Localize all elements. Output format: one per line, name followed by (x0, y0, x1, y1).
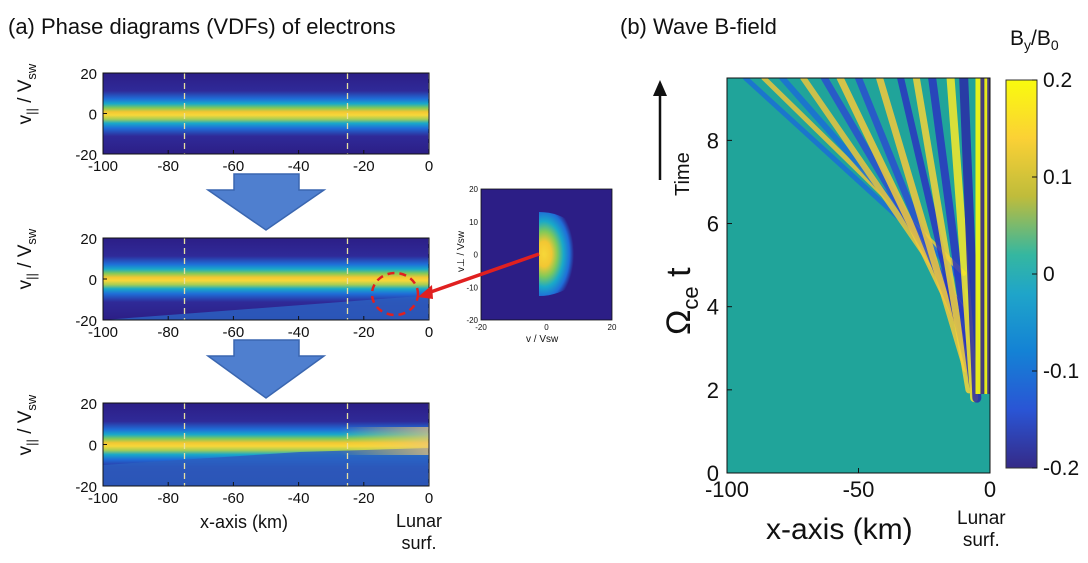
x-tick-label: -80 (157, 324, 179, 341)
x-tick-label: -80 (157, 158, 179, 175)
vdf-bottom-scatter (340, 427, 429, 455)
vdf-top-heatmap (103, 73, 429, 154)
inset-half-disk (539, 212, 589, 296)
x-tick-label: -60 (223, 490, 245, 507)
time-label: Time (672, 152, 694, 196)
colorbar (1005, 79, 1038, 469)
inset-y-tick-label: 0 (474, 251, 479, 260)
inset-y-tick-label: 10 (469, 218, 478, 227)
vdf-panel-top (103, 73, 429, 154)
colorbar-tick-label: 0.2 (1043, 69, 1072, 92)
inset-y-tick-label: -20 (466, 316, 478, 325)
wave-stripe (876, 78, 970, 373)
y-tick-label: -20 (75, 313, 97, 330)
left-xlabel: x-axis (km) (200, 512, 288, 532)
surface-wave-band (987, 78, 990, 394)
inset-xlabel: v / Vsw (526, 334, 559, 345)
y-tick-label: 20 (80, 66, 97, 83)
y-tick-label: -20 (75, 147, 97, 164)
x-tick-label: -60 (223, 158, 245, 175)
inset-y-tick-label: 20 (469, 185, 478, 194)
left-surface-label: Lunar surf. (396, 511, 443, 553)
x-tick-label: -50 (843, 477, 875, 502)
inset-frame (480, 188, 613, 321)
wave-stripe (959, 78, 982, 403)
right-xlabel: x-axis (km) (766, 513, 913, 546)
x-tick-label: -100 (705, 477, 749, 502)
x-tick-label: -100 (88, 490, 118, 507)
x-tick-label: -100 (88, 324, 118, 341)
time-arrow-head (653, 80, 667, 96)
inset-y-tick-label: -10 (466, 283, 478, 292)
x-tick-label: -20 (353, 490, 375, 507)
surface-wave-band (975, 78, 984, 394)
right-ylabel: Ωce t (660, 267, 703, 335)
left-axes: -100 -80 -60 -40 -20 0 -20 0 20 -100 -80 -60 -40 -20 0… (75, 66, 433, 507)
inset-x-tick-label: -20 (475, 323, 487, 332)
circled-region (370, 271, 420, 317)
inset-vdf (481, 189, 612, 320)
red-arrow-head (418, 285, 433, 299)
x-tick-label: -40 (288, 490, 310, 507)
colorbar-tick-label: 0 (1043, 263, 1055, 286)
inset-x-tick-label: 20 (608, 323, 617, 332)
red-arrow-line (424, 252, 540, 296)
x-tick-label: -40 (288, 158, 310, 175)
x-tick-label: -80 (157, 490, 179, 507)
x-tick-label: -20 (353, 158, 375, 175)
y-tick-label: 6 (707, 212, 719, 237)
y-tick-label: -20 (75, 479, 97, 496)
y-tick-label: 0 (89, 438, 97, 455)
inset-ylabel: v⊥ / Vsw (456, 231, 467, 272)
colorbar-tick-label: 0.1 (1043, 166, 1072, 189)
x-tick-label: -60 (223, 324, 245, 341)
x-tick-label: 0 (425, 158, 433, 175)
vdf-panel-bottom (103, 403, 429, 486)
y-tick-label: 0 (707, 461, 719, 486)
x-tick-label: -40 (288, 324, 310, 341)
surface-wave-band (980, 78, 987, 394)
y-tick-label: 2 (707, 378, 719, 403)
vdf-panel-middle (103, 238, 429, 320)
y-tick-label: 20 (80, 396, 97, 413)
y-tick-label: 0 (89, 272, 97, 289)
y-tick-label: 20 (80, 231, 97, 248)
y-tick-label: 0 (89, 107, 97, 124)
wave-bfield-plot (727, 78, 990, 473)
colorbar-tick-label: -0.1 (1043, 360, 1079, 383)
x-tick-label: 0 (984, 477, 996, 502)
y-tick-label: 4 (707, 295, 719, 320)
right-surface-label: Lunar surf. (957, 508, 1006, 551)
wave-stripe (912, 78, 973, 394)
colorbar-tick-label: -0.2 (1043, 457, 1079, 480)
colorbar-label: By/B0 (1010, 27, 1059, 54)
y-tick-label: 8 (707, 128, 719, 153)
right-panel-title: (b) Wave B-field (620, 14, 777, 39)
right-axes: -100 -50 0 0 2 4 6 8 (705, 77, 996, 502)
down-arrow-1 (205, 173, 327, 231)
x-tick-label: -100 (88, 158, 118, 175)
x-tick-label: 0 (425, 490, 433, 507)
inset-axes: -20 0 20 -20 -10 0 10 20 (466, 185, 617, 332)
inset-x-tick-label: 0 (544, 323, 549, 332)
x-tick-label: -20 (353, 324, 375, 341)
left-panel-title: (a) Phase diagrams (VDFs) of electrons (8, 14, 396, 39)
x-tick-label: 0 (425, 324, 433, 341)
down-arrow-2 (205, 339, 327, 399)
surface-wave-band (984, 78, 990, 394)
colorbar-ticks: 0.2 0.1 0 -0.1 -0.2 (1032, 69, 1079, 480)
